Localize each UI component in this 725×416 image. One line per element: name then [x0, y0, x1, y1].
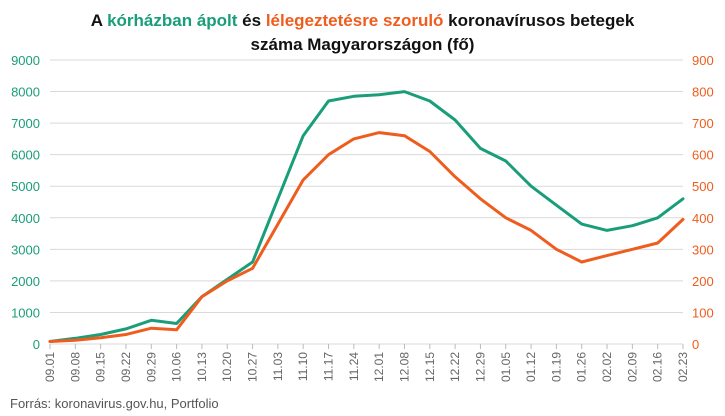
- grid-lines: [50, 59, 683, 345]
- left-tick-label: 4000: [11, 211, 40, 226]
- title-line-2: száma Magyarországon (fő): [250, 35, 475, 54]
- x-tick-label: 12.29: [473, 352, 487, 382]
- right-tick-label: 200: [692, 274, 714, 289]
- title-conjunction: és: [237, 11, 266, 30]
- title-suffix: koronavírusos betegek: [443, 11, 635, 30]
- right-tick-label: 800: [692, 85, 714, 100]
- source-note: Forrás: koronavirus.gov.hu, Portfolio: [10, 396, 219, 411]
- left-tick-label: 2000: [11, 274, 40, 289]
- x-tick-label: 12.22: [448, 352, 462, 382]
- left-tick-label: 5000: [11, 179, 40, 194]
- title-prefix: A: [90, 11, 108, 30]
- x-tick-label: 12.01: [372, 352, 386, 382]
- x-tick-label: 11.03: [271, 352, 285, 381]
- left-tick-label: 9000: [11, 53, 40, 68]
- left-tick-label: 6000: [11, 148, 40, 163]
- series-line-ventilated: [48, 131, 685, 343]
- left-tick-label: 7000: [11, 116, 40, 131]
- right-tick-label: 900: [692, 53, 714, 68]
- x-tick-label: 11.10: [296, 352, 310, 381]
- title-highlight-hospitalized: kórházban ápolt: [107, 11, 238, 30]
- title-highlight-ventilated: lélegeztetésre szoruló: [265, 11, 444, 30]
- x-tick-label: 11.24: [347, 352, 361, 381]
- right-tick-label: 100: [692, 305, 714, 320]
- left-tick-label: 3000: [11, 242, 40, 257]
- left-tick-label: 8000: [11, 85, 40, 100]
- right-tick-label: 0: [692, 337, 699, 352]
- x-tick-label: 01.19: [549, 352, 563, 382]
- x-tick-label: 09.22: [119, 352, 133, 382]
- right-tick-label: 300: [692, 242, 714, 257]
- series-line-hospitalized: [48, 90, 685, 343]
- x-tick-label: 02.09: [625, 352, 639, 382]
- x-tick-label: 10.06: [170, 352, 184, 382]
- x-tick-label: 09.01: [43, 352, 57, 382]
- right-tick-label: 500: [692, 179, 714, 194]
- x-tick-label: 02.23: [676, 352, 690, 382]
- x-tick-label: 09.29: [144, 352, 158, 382]
- x-tick-label: 02.16: [651, 352, 665, 382]
- x-tick-label: 10.27: [246, 352, 260, 382]
- right-axis-ticks: 0 100 200 300 400 500 600 700 800 900: [692, 53, 714, 352]
- right-tick-label: 400: [692, 211, 714, 226]
- right-tick-label: 700: [692, 116, 714, 131]
- x-tick-label: 12.15: [423, 352, 437, 382]
- x-axis-ticks: 09.01 09.08 09.15 09.22 09.29 10.06 10.13 10.20…: [43, 344, 690, 382]
- x-tick-label: 12.08: [397, 352, 411, 382]
- x-tick-label: 01.05: [499, 352, 513, 382]
- series-lines: [48, 90, 685, 343]
- chart-title: A kórházban ápolt és lélegeztetésre szor…: [0, 9, 725, 57]
- x-tick-label: 01.26: [575, 352, 589, 382]
- left-tick-label: 0: [33, 337, 40, 352]
- x-tick-label: 09.08: [68, 352, 82, 382]
- x-tick-label: 11.17: [322, 352, 336, 381]
- x-tick-label: 02.02: [600, 352, 614, 382]
- right-tick-label: 600: [692, 148, 714, 163]
- x-tick-label: 01.12: [524, 352, 538, 382]
- x-tick-label: 10.13: [195, 352, 209, 382]
- x-tick-label: 09.15: [94, 352, 108, 382]
- left-tick-label: 1000: [11, 305, 40, 320]
- title-line-1: A kórházban ápolt és lélegeztetésre szor…: [0, 9, 725, 33]
- left-axis-ticks: 0 1000 2000 3000 4000 5000 6000 7000 8000 9000: [11, 53, 40, 352]
- x-tick-label: 10.20: [220, 352, 234, 382]
